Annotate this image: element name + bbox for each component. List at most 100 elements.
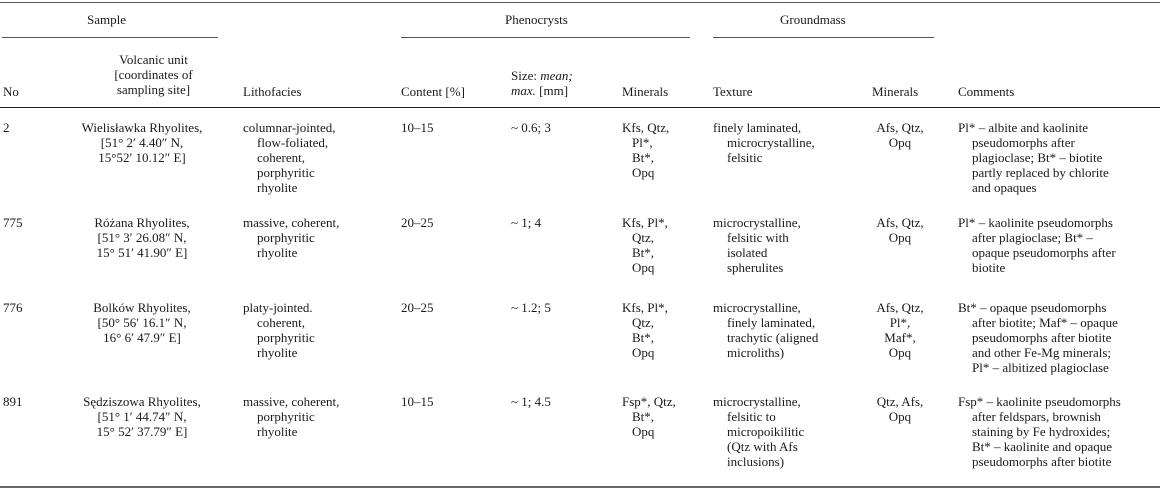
cell-gm-minerals: Afs, Qtz, Opq	[864, 215, 936, 245]
cell-comments: Bt* – opaque pseudomorphs after biotite;…	[958, 300, 1118, 375]
cell-line: Opq	[632, 260, 655, 275]
column-header-content: Content [%]	[401, 84, 465, 99]
cell-line: and opaques	[972, 180, 1037, 195]
header-line: [coordinates of	[114, 67, 193, 82]
cell-volcanic-unit: Różana Rhyolites, [51° 3′ 26.08″ N, 15° …	[62, 215, 222, 260]
cell-line: felsitic with	[727, 230, 789, 245]
cell-content: 20–25	[401, 300, 434, 315]
cell-line: Kfs, Pl*,	[622, 300, 668, 315]
cell-line: Qtz, Afs,	[876, 394, 924, 409]
cell-line: felsitic to	[727, 409, 776, 424]
cell-no: 891	[3, 394, 23, 409]
cell-comments: Fsp* – kaolinite pseudomorphs after feld…	[958, 394, 1121, 469]
cell-line: microcrystalline,	[713, 215, 801, 230]
cell-content: 10–15	[401, 120, 434, 135]
cell-line: spherulites	[727, 260, 784, 275]
cell-line: Kfs, Pl*,	[622, 215, 668, 230]
cell-line: [50° 56′ 16.1″ N,	[97, 315, 187, 330]
cell-line: partly replaced by chlorite	[972, 165, 1109, 180]
cell-line: Qtz,	[632, 230, 655, 245]
cell-line: 15° 51′ 41.90″ E]	[96, 245, 188, 260]
cell-volcanic-unit: Wielisławka Rhyolites, [51° 2′ 4.40″ N, …	[62, 120, 222, 165]
header-line: sampling site]	[116, 82, 191, 97]
cell-no: 775	[3, 215, 23, 230]
cell-line: massive, coherent,	[243, 394, 340, 409]
cell-texture: finely laminated, microcrystalline, fels…	[713, 120, 815, 165]
column-header-texture: Texture	[713, 84, 753, 99]
cell-line: trachytic (aligned	[727, 330, 819, 345]
cell-line: [51° 3′ 26.08″ N,	[97, 230, 187, 245]
cell-line: after feldspars, brownish	[972, 409, 1101, 424]
column-header-comments: Comments	[958, 84, 1015, 99]
cell-line: microcrystalline,	[713, 394, 801, 409]
cell-line: Opq	[888, 135, 912, 150]
group-header-sample: Sample	[87, 12, 126, 27]
cell-line: porphyritic	[257, 230, 315, 245]
cell-line: Bt*,	[632, 245, 655, 260]
cell-texture: microcrystalline, felsitic with isolated…	[713, 215, 801, 275]
cell-line: Opq	[888, 409, 912, 424]
column-header-pheno-minerals: Minerals	[622, 84, 669, 99]
cell-line: Sędziszowa Rhyolites,	[83, 394, 201, 409]
cell-gm-minerals: Afs, Qtz, Pl*, Maf*, Opq	[864, 300, 936, 360]
cell-content: 10–15	[401, 394, 434, 409]
cell-line: Qtz,	[632, 315, 655, 330]
cell-line: Kfs, Qtz,	[622, 120, 670, 135]
cell-line: Pl*,	[889, 315, 911, 330]
cell-line: platy-jointed.	[243, 300, 313, 315]
group-rule-phenocrysts	[401, 37, 690, 38]
cell-line: Pl* – kaolinite pseudomorphs	[958, 215, 1113, 230]
cell-texture: microcrystalline, felsitic to micropoiki…	[713, 394, 804, 469]
column-header-size: Size: mean; max. [mm]	[511, 68, 573, 98]
cell-lithofacies: columnar-jointed, flow-foliated, coheren…	[243, 120, 336, 195]
cell-pheno-minerals: Kfs, Pl*, Qtz, Bt*, Opq	[622, 215, 668, 275]
cell-line: Wielisławka Rhyolites,	[81, 120, 203, 135]
cell-line: pseudomorphs after biotite	[972, 454, 1112, 469]
cell-line: 15°52′ 10.12″ E]	[98, 150, 186, 165]
cell-line: and other Fe-Mg minerals;	[972, 345, 1111, 360]
cell-line: Afs, Qtz,	[876, 215, 924, 230]
cell-line: Maf*,	[884, 330, 916, 345]
cell-comments: Pl* – albite and kaolinite pseudomorphs …	[958, 120, 1109, 195]
cell-line: felsitic	[727, 150, 763, 165]
cell-size: ~ 1; 4	[511, 215, 542, 230]
cell-size: ~ 1; 4.5	[511, 394, 551, 409]
column-header-gm-minerals: Minerals	[872, 84, 919, 99]
cell-line: (Qtz with Afs	[727, 439, 798, 454]
cell-line: rhyolite	[257, 245, 298, 260]
cell-pheno-minerals: Kfs, Qtz, Pl*, Bt*, Opq	[622, 120, 669, 180]
column-header-volcanic-unit: Volcanic unit [coordinates of sampling s…	[86, 52, 221, 97]
cell-line: isolated	[727, 245, 768, 260]
cell-lithofacies: platy-jointed. coherent, porphyritic rhy…	[243, 300, 315, 360]
cell-line: 15° 52′ 37.79″ E]	[96, 424, 188, 439]
cell-line: Opq	[632, 345, 655, 360]
cell-volcanic-unit: Bolków Rhyolites, [50° 56′ 16.1″ N, 16° …	[62, 300, 222, 345]
cell-line: rhyolite	[257, 424, 298, 439]
table-top-rule	[0, 2, 1160, 3]
cell-line: porphyritic	[257, 330, 315, 345]
cell-line: Opq	[888, 345, 912, 360]
cell-gm-minerals: Qtz, Afs, Opq	[864, 394, 936, 424]
cell-line: Pl*,	[632, 135, 653, 150]
cell-line: Fsp* – kaolinite pseudomorphs	[958, 394, 1121, 409]
group-rule-groundmass	[713, 37, 934, 38]
column-header-lithofacies: Lithofacies	[243, 84, 302, 99]
cell-pheno-minerals: Kfs, Pl*, Qtz, Bt*, Opq	[622, 300, 668, 360]
cell-line: plagioclase; Bt* – biotite	[972, 150, 1103, 165]
cell-line: Pl* – albitized plagioclase	[972, 360, 1109, 375]
cell-line: biotite	[972, 260, 1006, 275]
cell-line: porphyritic	[257, 409, 315, 424]
cell-line: Opq	[888, 230, 912, 245]
cell-line: rhyolite	[257, 345, 298, 360]
header-bottom-rule	[0, 107, 1160, 108]
header-text: Size:	[511, 68, 541, 83]
cell-line: Bt*,	[632, 330, 655, 345]
cell-content: 20–25	[401, 215, 434, 230]
header-text-italic: mean;	[540, 68, 573, 83]
cell-line: coherent,	[257, 315, 306, 330]
cell-line: after biotite; Maf* – opaque	[972, 315, 1118, 330]
cell-line: [51° 1′ 44.74″ N,	[97, 409, 187, 424]
cell-no: 2	[3, 120, 10, 135]
cell-line: coherent,	[257, 150, 306, 165]
cell-line: inclusions)	[727, 454, 785, 469]
